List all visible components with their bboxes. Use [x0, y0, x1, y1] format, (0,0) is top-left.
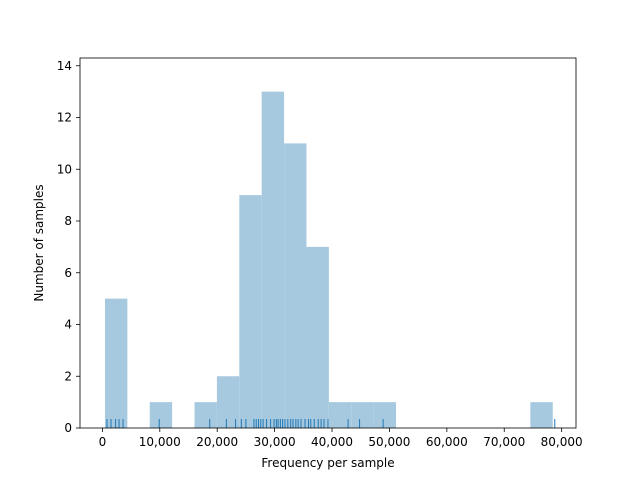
histogram-bar-1 [149, 402, 173, 428]
x-axis: 0 10,000 20,000 30,000 40,000 50,000 60,000 70,… [99, 428, 583, 449]
x-tick-label-0: 0 [99, 435, 107, 449]
x-tick-label-8: 80,000 [541, 435, 583, 449]
histogram-bar-8 [328, 402, 352, 428]
y-axis: 0 2 4 6 8 10 12 14 [57, 59, 80, 435]
y-tick-label-0: 0 [64, 421, 72, 435]
histogram-bar-11 [530, 402, 553, 428]
x-tick-label-5: 50,000 [368, 435, 410, 449]
y-tick-label-3: 6 [64, 266, 72, 280]
histogram-bar-4 [239, 195, 262, 428]
histogram-bar-9 [351, 402, 374, 428]
histogram-bars [104, 91, 553, 429]
histogram-bar-10 [373, 402, 397, 428]
x-tick-label-7: 70,000 [483, 435, 525, 449]
y-tick-label-4: 8 [64, 214, 72, 228]
x-tick-label-3: 30,000 [254, 435, 296, 449]
y-tick-label-2: 4 [64, 318, 72, 332]
histogram-bar-7 [306, 246, 329, 428]
x-tick-label-1: 10,000 [139, 435, 181, 449]
histogram-bar-5 [261, 91, 285, 429]
y-tick-label-6: 12 [57, 111, 72, 125]
y-tick-label-1: 2 [64, 369, 72, 383]
y-axis-label: Number of samples [32, 184, 46, 301]
plot-frame [79, 57, 577, 429]
histogram-bar-0 [104, 298, 128, 428]
y-tick-label-7: 14 [57, 59, 72, 73]
x-tick-label-2: 20,000 [196, 435, 238, 449]
x-tick-label-4: 40,000 [311, 435, 353, 449]
x-axis-label: Frequency per sample [261, 456, 394, 470]
y-tick-label-5: 10 [57, 162, 72, 176]
histogram-bar-2 [194, 402, 217, 428]
histogram-bar-3 [216, 376, 240, 428]
rug-marks [106, 419, 556, 428]
histogram-bar-6 [284, 143, 307, 428]
x-tick-label-6: 60,000 [426, 435, 468, 449]
